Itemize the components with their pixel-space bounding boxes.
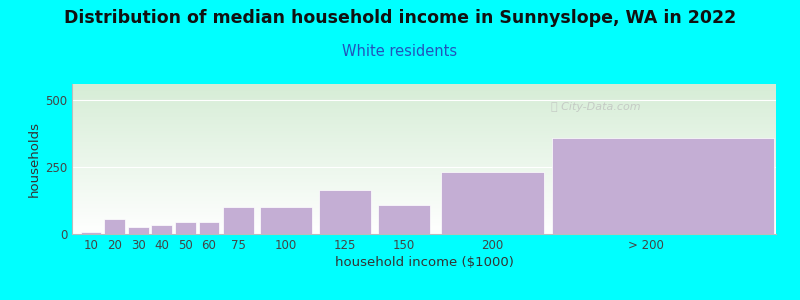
Bar bbox=[378, 205, 430, 234]
Bar bbox=[175, 222, 196, 234]
X-axis label: household income ($1000): household income ($1000) bbox=[334, 256, 514, 269]
Bar bbox=[319, 190, 371, 234]
Bar bbox=[81, 232, 102, 234]
Text: Distribution of median household income in Sunnyslope, WA in 2022: Distribution of median household income … bbox=[64, 9, 736, 27]
Bar bbox=[151, 225, 172, 234]
Bar bbox=[551, 138, 774, 234]
Bar bbox=[198, 222, 219, 234]
Bar bbox=[128, 226, 149, 234]
Text: White residents: White residents bbox=[342, 44, 458, 59]
Bar bbox=[104, 219, 125, 234]
Bar bbox=[223, 207, 254, 234]
Bar bbox=[260, 207, 312, 234]
Bar bbox=[441, 172, 545, 234]
Y-axis label: households: households bbox=[28, 121, 41, 197]
Text: Ⓞ City-Data.com: Ⓞ City-Data.com bbox=[550, 102, 640, 112]
